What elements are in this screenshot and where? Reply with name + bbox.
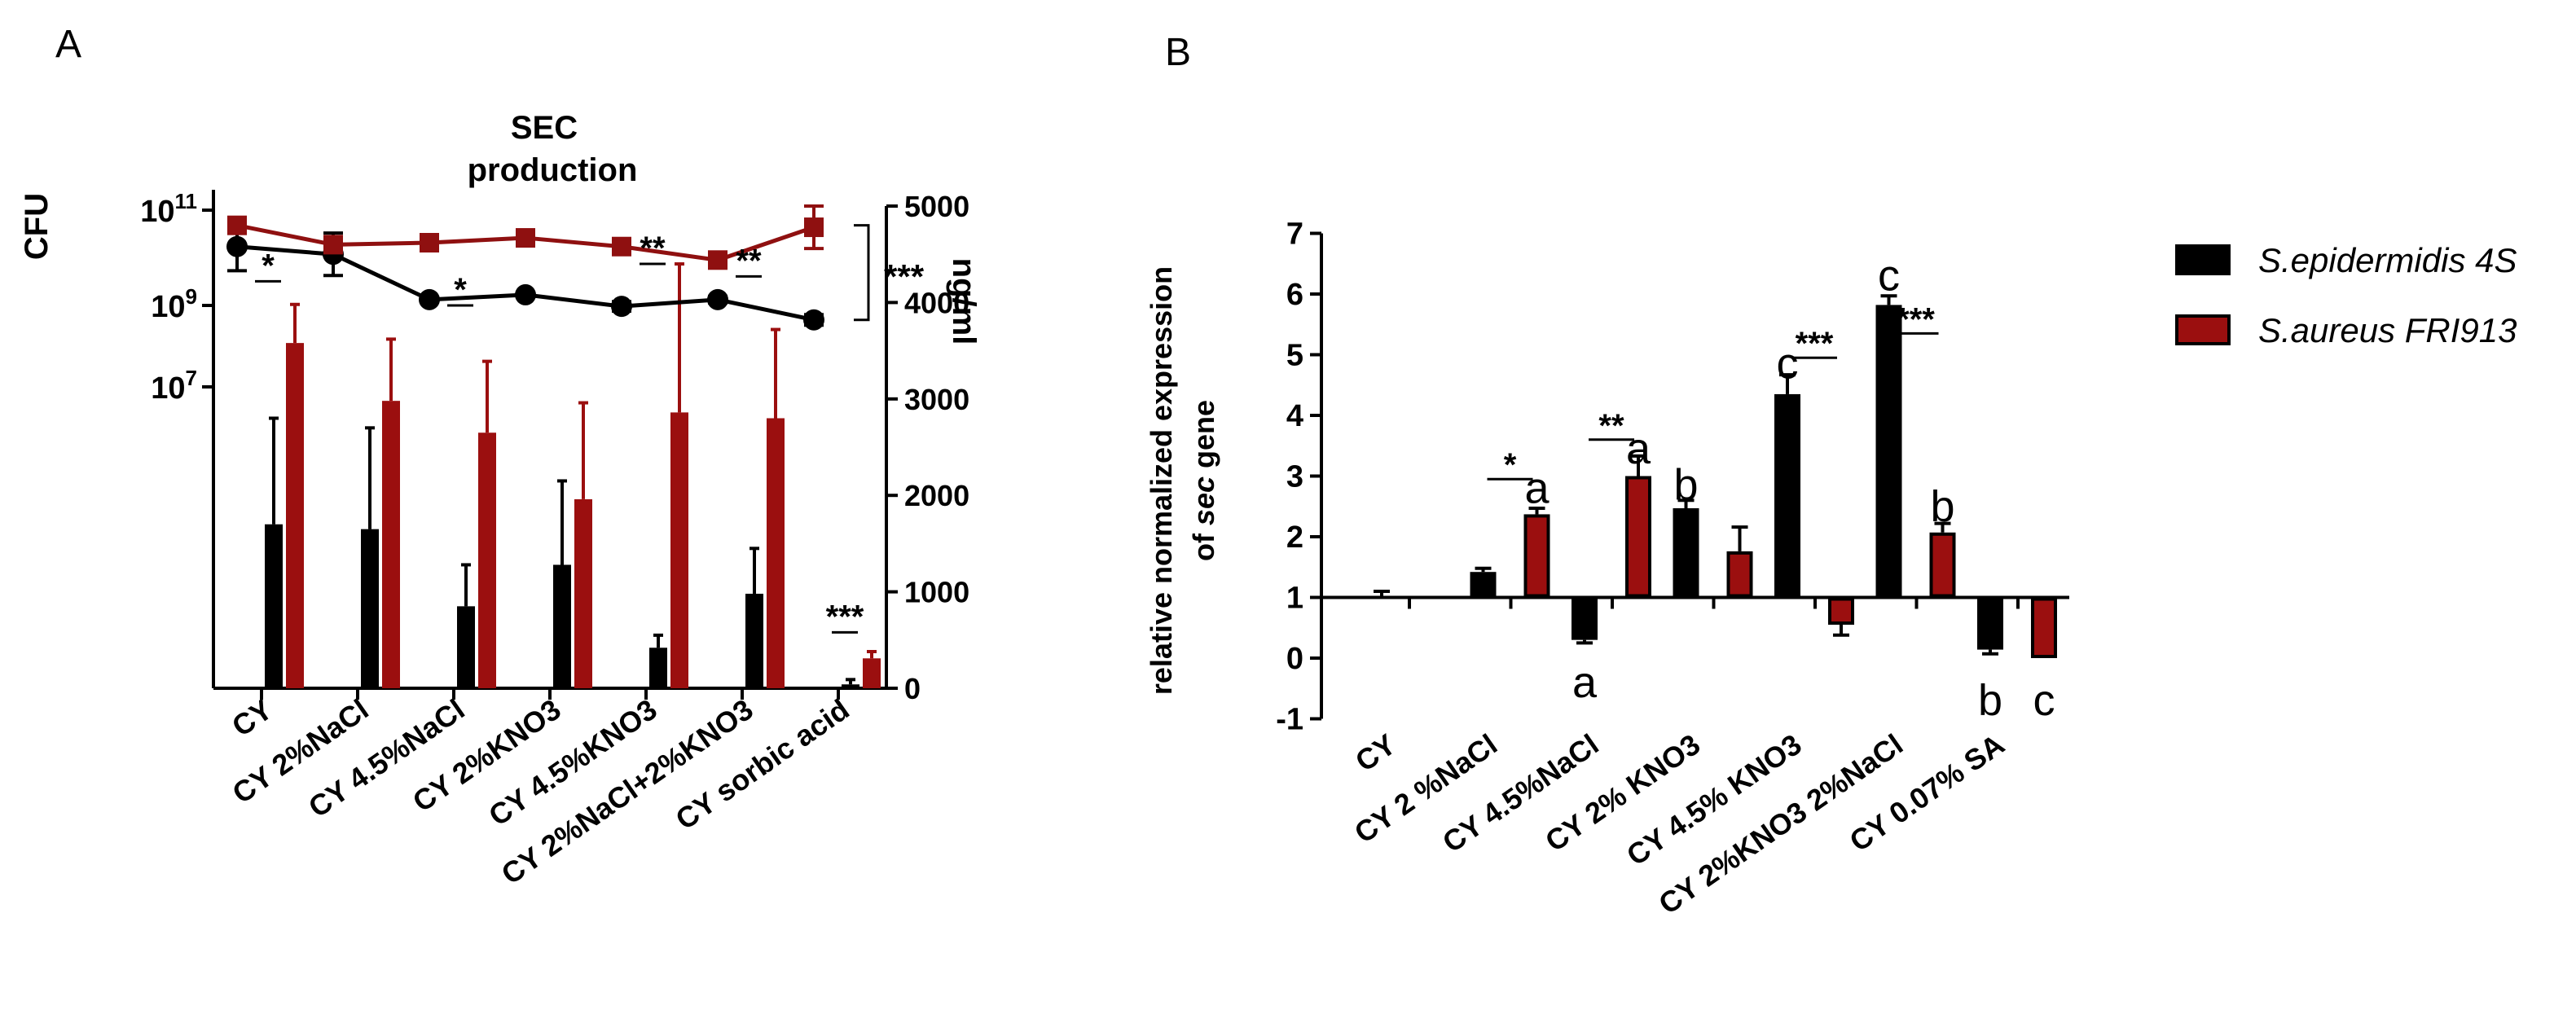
- legend-label: S.epidermidis 4S: [2258, 241, 2517, 279]
- chart-a-bar: [361, 529, 379, 688]
- chart-a: SEC production CFU ng/ml 0 1000 2000 3000 40…: [19, 110, 982, 891]
- chart-a-left-tick-label: 107: [151, 366, 197, 406]
- chart-b-y-tick-label: 1: [1286, 582, 1303, 616]
- chart-a-bar: [286, 343, 304, 688]
- chart-b-bar: [1828, 597, 1854, 626]
- chart-a-x-tick-label: CY sorbic acid: [670, 692, 855, 836]
- chart-a-right-tick-label: 1000: [904, 576, 969, 609]
- chart-b-group-letter: c: [1878, 252, 1900, 301]
- chart-a-right-tick-label: 2000: [904, 479, 969, 512]
- chart-b-y-tick-label: 0: [1286, 642, 1303, 676]
- legend-swatch: [2175, 314, 2231, 345]
- chart-b-group-letter: a: [1626, 424, 1651, 473]
- chart-a-line-marker: [612, 236, 631, 257]
- chart-a-sig-label: **: [640, 231, 666, 266]
- chart-b-y-tick-label: 7: [1286, 217, 1303, 252]
- chart-a-line-marker: [515, 283, 536, 305]
- chart-a-bar: [649, 648, 667, 688]
- chart-a-bar: [745, 593, 763, 688]
- legend-swatch: [2175, 244, 2231, 275]
- chart-b-sig-label: *: [1504, 447, 1517, 483]
- chart-a-left-axis-label: CFU: [19, 193, 55, 260]
- chart-a-line-marker: [226, 235, 248, 257]
- panel-b-label: B: [1165, 31, 1191, 74]
- chart-b-bar: [1875, 305, 1902, 598]
- chart-a-right-tick-label: 4000: [904, 286, 969, 319]
- chart-b-bar: [1774, 393, 1800, 598]
- chart-b-sig-label: ***: [1796, 326, 1834, 362]
- chart-a-line-marker: [419, 288, 440, 310]
- chart-a-x-tick-label: CY: [226, 692, 278, 743]
- chart-a-line-marker: [227, 215, 247, 235]
- chart-b-y-tick-label: 5: [1286, 339, 1303, 373]
- chart-a-right-tick-label: 3000: [904, 383, 969, 416]
- chart-a-sig-label: **: [736, 243, 762, 279]
- chart-a-line-marker: [323, 235, 343, 255]
- chart-a-bar: [842, 684, 859, 688]
- chart-a-bar: [553, 564, 571, 688]
- chart-a-right-tick-label: 5000: [904, 190, 969, 223]
- chart-b-y-tick-label: -1: [1276, 703, 1303, 737]
- chart-a-line-marker: [803, 309, 824, 331]
- chart-a-line-marker: [804, 217, 824, 238]
- chart-a-bar: [767, 418, 785, 688]
- chart-b-x-tick-label: CY: [1349, 727, 1401, 778]
- chart-a-bar: [574, 498, 592, 688]
- chart-b-y-tick-label: 6: [1286, 278, 1303, 312]
- chart-b-bar: [1977, 597, 2003, 650]
- chart-b-y-tick-label: 3: [1286, 460, 1303, 494]
- chart-b: relative normalized expression of sec ge…: [1145, 217, 2069, 920]
- chart-b-group-letter: b: [1673, 461, 1698, 510]
- chart-a-bar: [382, 401, 400, 688]
- chart-a-bar: [670, 412, 688, 688]
- chart-b-group-letter: a: [1572, 658, 1598, 707]
- chart-a-sig-label: ***: [826, 599, 864, 634]
- legend-label: S.aureus FRI913: [2258, 311, 2517, 349]
- chart-a-bar: [863, 658, 881, 688]
- chart-b-group-letter: b: [1978, 676, 2002, 725]
- chart-a-sig-label: *: [454, 272, 467, 308]
- chart-b-bar: [1625, 476, 1651, 598]
- chart-b-bar: [1523, 514, 1550, 598]
- chart-b-bar: [2031, 597, 2057, 658]
- chart-a-sig-label: *: [262, 248, 275, 283]
- chart-b-group-letter: a: [1524, 463, 1550, 512]
- chart-a-right-tick-label: 0: [904, 672, 921, 705]
- chart-a-line-marker: [516, 228, 535, 248]
- chart-a-bar: [265, 524, 283, 688]
- chart-b-sig-label: ***: [1897, 301, 1935, 337]
- chart-a-right-axis-label: ng/ml: [946, 258, 982, 345]
- chart-b-bar: [1726, 551, 1753, 598]
- chart-a-left-tick-label: 109: [151, 284, 197, 324]
- chart-b-group-letter: c: [1777, 340, 1799, 389]
- chart-a-bracket-label: ***: [884, 257, 925, 296]
- chart-b-legend: S.epidermidis 4S S.aureus FRI913: [2175, 241, 2517, 349]
- chart-a-bar: [457, 606, 475, 688]
- chart-b-bar: [1572, 597, 1598, 640]
- chart-a-line-marker: [707, 288, 728, 310]
- chart-a-line-marker: [611, 296, 632, 318]
- chart-b-bar: [1929, 532, 1956, 598]
- chart-b-ylabel-line2: of sec gene: [1187, 400, 1220, 561]
- chart-a-line-marker: [420, 232, 439, 252]
- chart-a-left-tick-label: 1011: [140, 189, 197, 229]
- chart-b-bar: [1470, 572, 1497, 598]
- chart-b-bar: [1673, 507, 1699, 598]
- chart-b-group-letter: b: [1930, 482, 1954, 531]
- chart-b-y-tick-label: 4: [1286, 399, 1303, 433]
- chart-a-bracket: [854, 224, 870, 322]
- chart-a-title-line2: production: [468, 152, 638, 188]
- chart-a-line-marker: [708, 250, 728, 270]
- chart-b-group-letter: c: [2033, 676, 2055, 725]
- panel-a-label: A: [55, 23, 81, 66]
- chart-a-bar: [478, 432, 496, 688]
- chart-b-ylabel-line1: relative normalized expression: [1145, 266, 1178, 695]
- chart-b-sig-label: **: [1598, 408, 1624, 444]
- chart-a-title-line1: SEC: [511, 110, 578, 146]
- chart-b-y-tick-label: 2: [1286, 520, 1303, 555]
